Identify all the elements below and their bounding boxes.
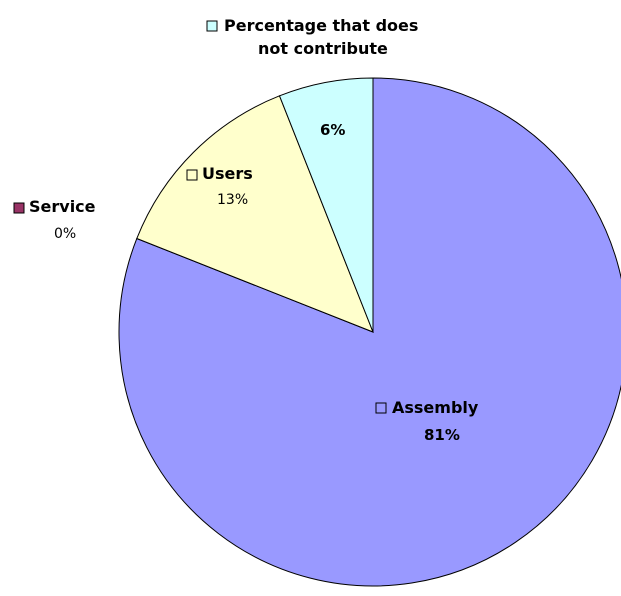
label-not-contribute: Percentage that does not contribute 6%	[206, 16, 418, 139]
label-not-contribute-pct: 6%	[320, 121, 345, 139]
pie-slices	[118, 77, 621, 587]
label-service-pct: 0%	[54, 226, 76, 242]
label-assembly: Assembly 81%	[375, 398, 479, 444]
label-users-pct: 13%	[217, 192, 248, 208]
label-assembly-swatch	[375, 402, 387, 414]
label-service: Service 0%	[13, 197, 96, 242]
label-service-swatch	[13, 202, 25, 214]
label-not-contribute-name-line2: not contribute	[258, 39, 388, 58]
label-users-name: Users	[202, 164, 253, 183]
slice-percentage-that-does-not-contribute	[278, 77, 374, 333]
slice-assembly	[118, 77, 621, 587]
label-not-contribute-swatch	[206, 20, 218, 32]
label-service-name: Service	[29, 197, 96, 216]
label-users: Users 13%	[186, 164, 253, 208]
label-not-contribute-name-line1: Percentage that does	[224, 16, 418, 35]
label-assembly-pct: 81%	[424, 426, 460, 444]
label-assembly-name: Assembly	[392, 398, 479, 417]
label-users-swatch	[186, 169, 198, 181]
slice-users	[136, 95, 374, 333]
